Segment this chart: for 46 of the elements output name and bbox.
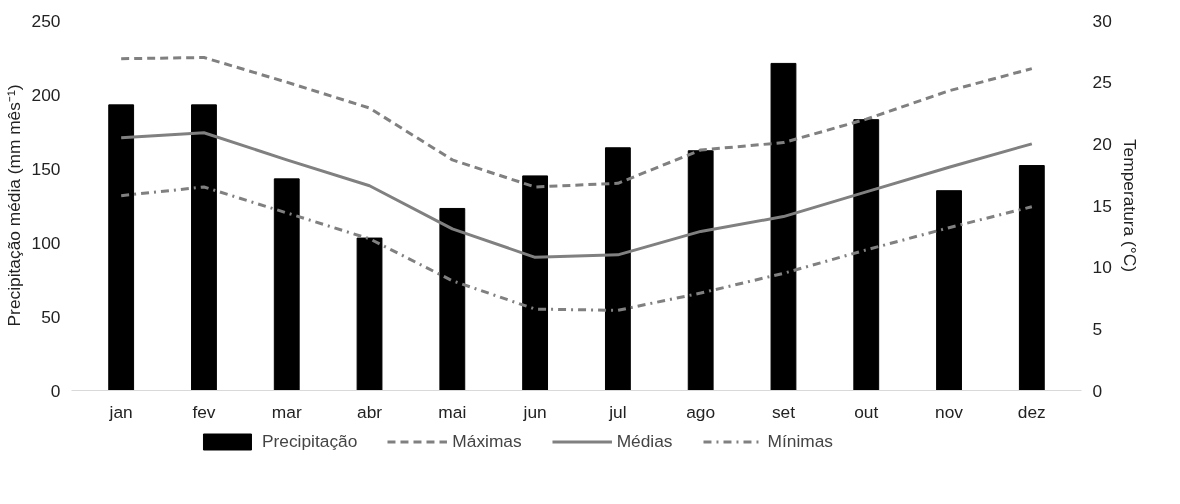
line-series <box>119 185 1034 312</box>
bar <box>108 104 135 391</box>
y-tick-label: 200 <box>31 84 61 105</box>
bar <box>522 175 549 391</box>
bar <box>770 62 797 391</box>
x-tick-label: dez <box>1017 401 1046 422</box>
x-tick-label: out <box>854 401 879 422</box>
legend-label: Precipitação <box>261 430 358 452</box>
bar <box>604 147 631 391</box>
x-tick-label: set <box>771 401 796 422</box>
bar <box>439 207 466 391</box>
x-tick-label: mai <box>438 401 467 422</box>
x-tick-label: jan <box>108 401 133 422</box>
x-tick-label: mar <box>271 401 302 422</box>
y2-tick-label: 25 <box>1092 72 1112 93</box>
y2-tick-label: 15 <box>1092 195 1112 216</box>
y-tick-label: 250 <box>31 10 61 31</box>
legend-label: Mínimas <box>767 430 834 452</box>
y2-tick-label: 0 <box>1092 380 1103 401</box>
x-tick-label: abr <box>357 401 383 422</box>
x-tick-label: fev <box>192 401 216 422</box>
y-tick-label: 150 <box>31 158 61 179</box>
bar <box>853 119 880 391</box>
x-tick-label: jun <box>522 401 547 422</box>
y-tick-label: 100 <box>31 232 61 253</box>
line-series <box>119 131 1034 259</box>
legend-label: Máximas <box>452 430 522 452</box>
bar <box>687 150 714 391</box>
bar <box>1018 165 1045 391</box>
x-tick-label: jul <box>608 401 627 422</box>
y-tick-label: 0 <box>50 380 61 401</box>
bar <box>356 237 383 391</box>
y2-tick-label: 30 <box>1092 10 1112 31</box>
bar <box>191 104 217 391</box>
bar <box>936 190 962 391</box>
y-axis-title: Precipitação média (mm mês⁻¹) <box>3 84 24 327</box>
y-tick-label: 50 <box>41 306 61 327</box>
y2-tick-label: 5 <box>1092 318 1103 339</box>
y2-tick-label: 20 <box>1092 133 1112 154</box>
x-tick-label: nov <box>935 401 964 422</box>
y2-axis-title: Temperatura (°C) <box>1119 138 1140 273</box>
legend-label: Médias <box>616 430 673 452</box>
line-series <box>119 56 1034 189</box>
bar <box>273 178 300 391</box>
y2-tick-label: 10 <box>1092 257 1112 278</box>
x-tick-label: ago <box>686 401 716 422</box>
